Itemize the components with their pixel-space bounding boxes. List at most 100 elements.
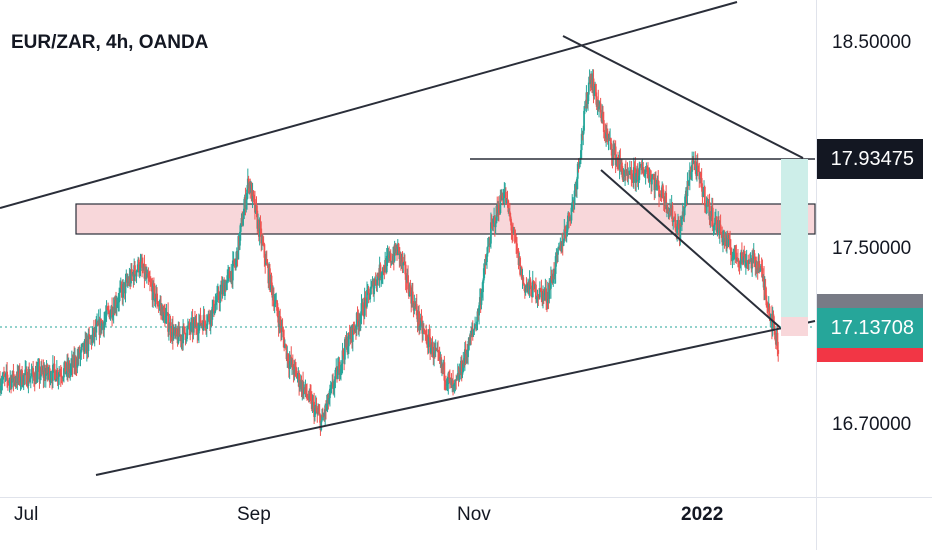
candle-body: [160, 304, 162, 310]
candle-body: [515, 241, 518, 244]
candle-body: [686, 181, 689, 197]
candle-body: [646, 168, 649, 171]
candle-body: [444, 380, 447, 382]
candle-body: [358, 321, 361, 327]
candle-body: [64, 361, 67, 375]
candle-body: [294, 364, 297, 367]
candle-body: [169, 322, 172, 336]
candle-body: [424, 331, 427, 334]
candle-body: [582, 130, 585, 136]
candle-body: [117, 302, 120, 304]
candle-body: [427, 334, 430, 348]
candle-body: [24, 369, 27, 376]
candle-body: [237, 236, 240, 260]
candle-body: [472, 329, 475, 331]
candle-body: [401, 256, 404, 266]
candle-body: [464, 349, 467, 356]
candle-body: [310, 393, 312, 397]
candle-body: [340, 364, 342, 374]
candle-body: [621, 170, 624, 180]
candle-body: [135, 271, 138, 277]
candle-body: [696, 163, 699, 166]
candle-body: [729, 248, 732, 255]
candle-body: [104, 315, 107, 319]
candle-body: [565, 231, 568, 235]
candle-body: [662, 197, 665, 202]
candle-body: [197, 322, 200, 334]
candle-body: [340, 363, 343, 365]
candle-body: [293, 364, 296, 375]
candle-body: [95, 324, 98, 333]
candle-body: [362, 315, 365, 317]
candle-body: [385, 255, 388, 273]
candle-body: [138, 259, 140, 273]
price-tag-marker: [817, 348, 923, 362]
candle-body: [190, 321, 192, 331]
candle-body: [120, 284, 123, 289]
candle-body: [562, 240, 565, 246]
candle-body: [339, 373, 342, 375]
candle-body: [763, 276, 765, 291]
candle-body: [649, 174, 652, 176]
candle-body: [296, 377, 299, 379]
candle-body: [122, 284, 125, 298]
candle-body: [106, 307, 109, 310]
candle-body: [2, 374, 5, 380]
candle-body: [239, 231, 241, 246]
candle-body: [744, 261, 747, 267]
candle-body: [753, 253, 756, 257]
candle-body: [777, 349, 780, 354]
candle-body: [662, 185, 664, 198]
candle-body: [258, 224, 261, 237]
candle-body: [776, 332, 779, 350]
candle-body: [8, 380, 11, 383]
candle-body: [719, 224, 722, 233]
candle-body: [583, 110, 585, 131]
candle-body: [202, 314, 205, 331]
candle-body: [321, 414, 323, 421]
candle-body: [54, 370, 57, 382]
candle-body: [413, 303, 416, 311]
candle-body: [4, 373, 7, 377]
candle-body: [355, 313, 358, 330]
candle-body: [635, 173, 638, 183]
candle-body: [659, 194, 662, 197]
candle-body: [422, 329, 425, 331]
candle-body: [363, 297, 366, 316]
candle-body: [639, 165, 641, 168]
candle-body: [774, 330, 776, 340]
candle-body: [739, 260, 742, 264]
descending-trendline: [562, 35, 804, 159]
candle-body: [235, 258, 237, 266]
wedge-lower-line: [600, 169, 784, 331]
candle-body: [411, 291, 414, 304]
candle-body: [473, 328, 476, 330]
candle-body: [370, 283, 373, 287]
candle-body: [455, 379, 458, 381]
candle-body: [130, 269, 133, 275]
candle-body: [360, 303, 363, 315]
candle-body: [266, 263, 269, 266]
candle-body: [506, 198, 509, 201]
candle-body: [429, 337, 432, 353]
candle-body: [206, 316, 209, 325]
candle-body: [514, 234, 517, 242]
candle-body: [542, 290, 545, 296]
candle-body: [735, 252, 738, 261]
candle-body: [134, 265, 136, 275]
candle-body: [642, 168, 645, 174]
candle-body: [138, 271, 141, 273]
candle-body: [599, 103, 602, 113]
candle-body: [320, 420, 323, 431]
candle-body: [742, 252, 745, 263]
candle-body: [446, 384, 449, 386]
candle-body: [419, 317, 422, 327]
candle-body: [299, 386, 301, 388]
candle-body: [683, 207, 686, 217]
candle-body: [373, 285, 376, 295]
candle-body: [716, 229, 719, 233]
candle-body: [433, 346, 435, 357]
candle-body: [454, 379, 457, 383]
candle-body: [253, 196, 256, 200]
